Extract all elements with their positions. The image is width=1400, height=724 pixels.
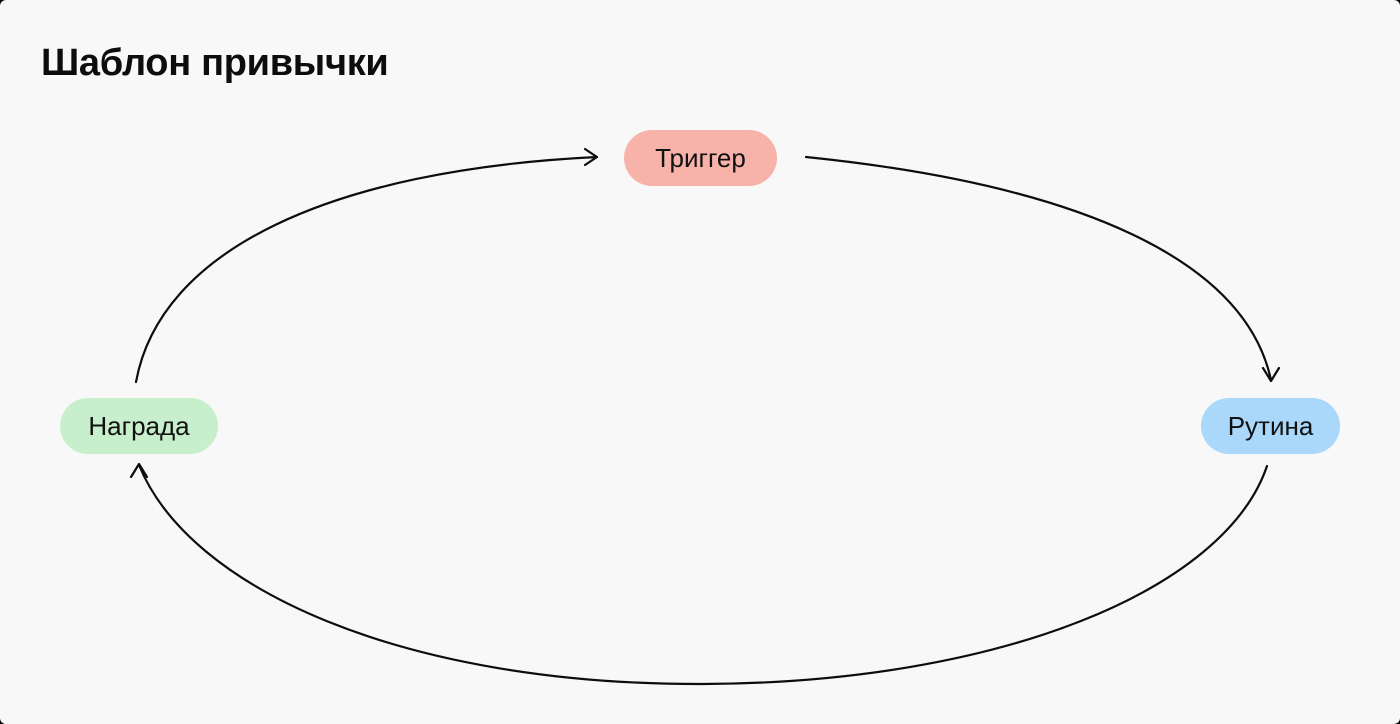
edge-reward-to-trigger xyxy=(134,155,599,384)
node-routine: Рутина xyxy=(1201,398,1340,454)
node-reward: Награда xyxy=(60,398,218,454)
node-trigger: Триггер xyxy=(624,130,777,186)
node-routine-label: Рутина xyxy=(1227,411,1314,441)
arrowhead-reward-icon xyxy=(129,462,149,479)
page-title: Шаблон привычки xyxy=(41,42,389,84)
edge-trigger-to-routine xyxy=(804,155,1273,382)
arrowhead-trigger-icon xyxy=(583,147,599,167)
arrowhead-routine-icon xyxy=(1261,366,1281,383)
edge-routine-to-reward xyxy=(137,463,1269,686)
node-reward-label: Награда xyxy=(88,411,190,441)
node-trigger-label: Триггер xyxy=(655,143,746,173)
